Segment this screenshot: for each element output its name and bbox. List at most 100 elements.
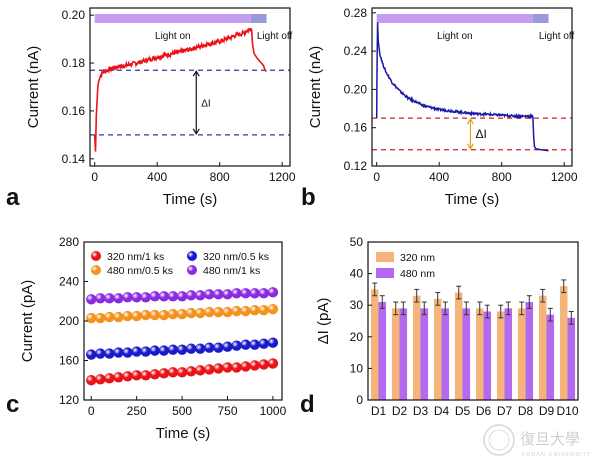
light-on-label: Light on: [437, 31, 473, 42]
plot-frame: [89, 7, 291, 167]
data-point: [185, 290, 197, 301]
y-tick-label: 50: [350, 235, 364, 249]
data-point: [249, 339, 260, 350]
plot-frame: [367, 241, 579, 401]
data-point: [258, 359, 270, 370]
data-point: [231, 288, 242, 299]
y-tick-label: 30: [350, 298, 364, 312]
data-point: [258, 288, 270, 299]
data-point: [240, 288, 251, 299]
bar: [504, 308, 513, 400]
data-point: [222, 306, 233, 318]
bar: [462, 308, 471, 400]
data-point: [258, 338, 270, 349]
data-point: [258, 304, 270, 316]
y-tick-label: 200: [59, 314, 79, 328]
y-tick-label: 20: [350, 330, 364, 344]
data-point: [185, 307, 197, 319]
data-point: [240, 305, 251, 317]
series-line: [375, 22, 549, 152]
category-label: D9: [539, 404, 555, 418]
bar: [567, 317, 576, 400]
category-label: D7: [497, 404, 513, 418]
data-point: [86, 375, 97, 386]
y-axis-label: ΔI (pA): [315, 298, 332, 345]
data-point: [95, 312, 106, 324]
data-point: [249, 360, 260, 371]
data-point: [113, 293, 124, 304]
category-label: D10: [556, 404, 578, 418]
delta-arrow-head-bottom: [466, 143, 474, 150]
y-tick-label: 0.18: [62, 56, 86, 70]
delta-label: ΔI: [475, 127, 486, 141]
data-point: [204, 289, 215, 300]
y-tick-label: 0.16: [344, 121, 368, 135]
data-point: [140, 309, 151, 321]
data-point: [185, 366, 197, 377]
x-tick-label: 800: [210, 170, 230, 184]
data-point: [104, 293, 115, 304]
x-tick-label: 0: [91, 170, 98, 184]
series-1: [86, 337, 279, 360]
data-point: [231, 340, 242, 351]
delta-arrow-head-bottom: [192, 128, 200, 136]
data-point: [267, 358, 279, 369]
data-point: [249, 288, 260, 299]
legend-swatch: [376, 268, 394, 278]
panel-d: D1 D2 D3 D4 D5 D6 D7 D8 D9 D10 320 nm 480 nm 0 10 20 30…: [315, 235, 579, 418]
y-axis-label: Current (nA): [307, 46, 324, 129]
y-tick-label: 0.28: [344, 6, 368, 20]
data-point: [86, 294, 97, 305]
bar: [483, 311, 492, 400]
legend-marker: [91, 265, 101, 275]
legend-label: 480 nm/1 ks: [203, 265, 260, 277]
data-point: [95, 374, 106, 385]
legend-marker: [187, 265, 197, 275]
x-tick-label: 800: [492, 170, 512, 184]
data-point: [213, 342, 224, 353]
legend: 320 nm/1 ks 320 nm/0.5 ks 480 nm/0.5 ks 480…: [91, 251, 269, 277]
bar: [475, 308, 484, 400]
data-point: [249, 304, 260, 316]
delta-label: ΔI: [201, 99, 210, 110]
bar: [454, 292, 463, 400]
category-label: D5: [455, 404, 471, 418]
bar: [496, 311, 505, 400]
data-point: [176, 367, 188, 378]
light-on-bar: [376, 14, 533, 23]
bar: [525, 302, 534, 400]
x-tick-label: 1200: [269, 170, 296, 184]
category-label: D1: [371, 404, 387, 418]
x-tick-label: 750: [217, 404, 237, 418]
light-off-bar: [532, 14, 549, 23]
y-tick-label: 280: [59, 235, 79, 249]
bar: [370, 289, 379, 400]
series-0: [86, 358, 279, 386]
data-point: [213, 363, 224, 374]
y-tick-label: 0: [356, 393, 363, 407]
y-tick-label: 40: [350, 267, 364, 281]
x-tick-label: 500: [172, 404, 192, 418]
delta-arrow-head-top: [466, 117, 474, 125]
light-on-bar: [94, 14, 251, 23]
light-off-label: Light off: [539, 31, 575, 42]
panel-b: Light on Light off ΔI 0.12 0.16 0.20 0.24 0.28 0…: [307, 6, 578, 208]
data-point: [222, 362, 233, 373]
data-point: [122, 292, 133, 303]
x-tick-label: 250: [127, 404, 147, 418]
data-point: [113, 347, 124, 358]
bar: [412, 295, 421, 400]
data-point: [240, 361, 251, 372]
series-line: [93, 27, 268, 152]
category-label: D8: [518, 404, 534, 418]
university-seal-icon: [483, 424, 515, 456]
category-label: D2: [392, 404, 408, 418]
legend-label: 320 nm: [400, 252, 435, 264]
data-point: [149, 291, 161, 302]
y-tick-label: 0.14: [62, 152, 86, 166]
y-axis-label: Current (nA): [25, 46, 42, 129]
data-point: [167, 291, 179, 302]
legend-label: 480 nm/0.5 ks: [107, 265, 173, 277]
data-point: [158, 309, 170, 321]
